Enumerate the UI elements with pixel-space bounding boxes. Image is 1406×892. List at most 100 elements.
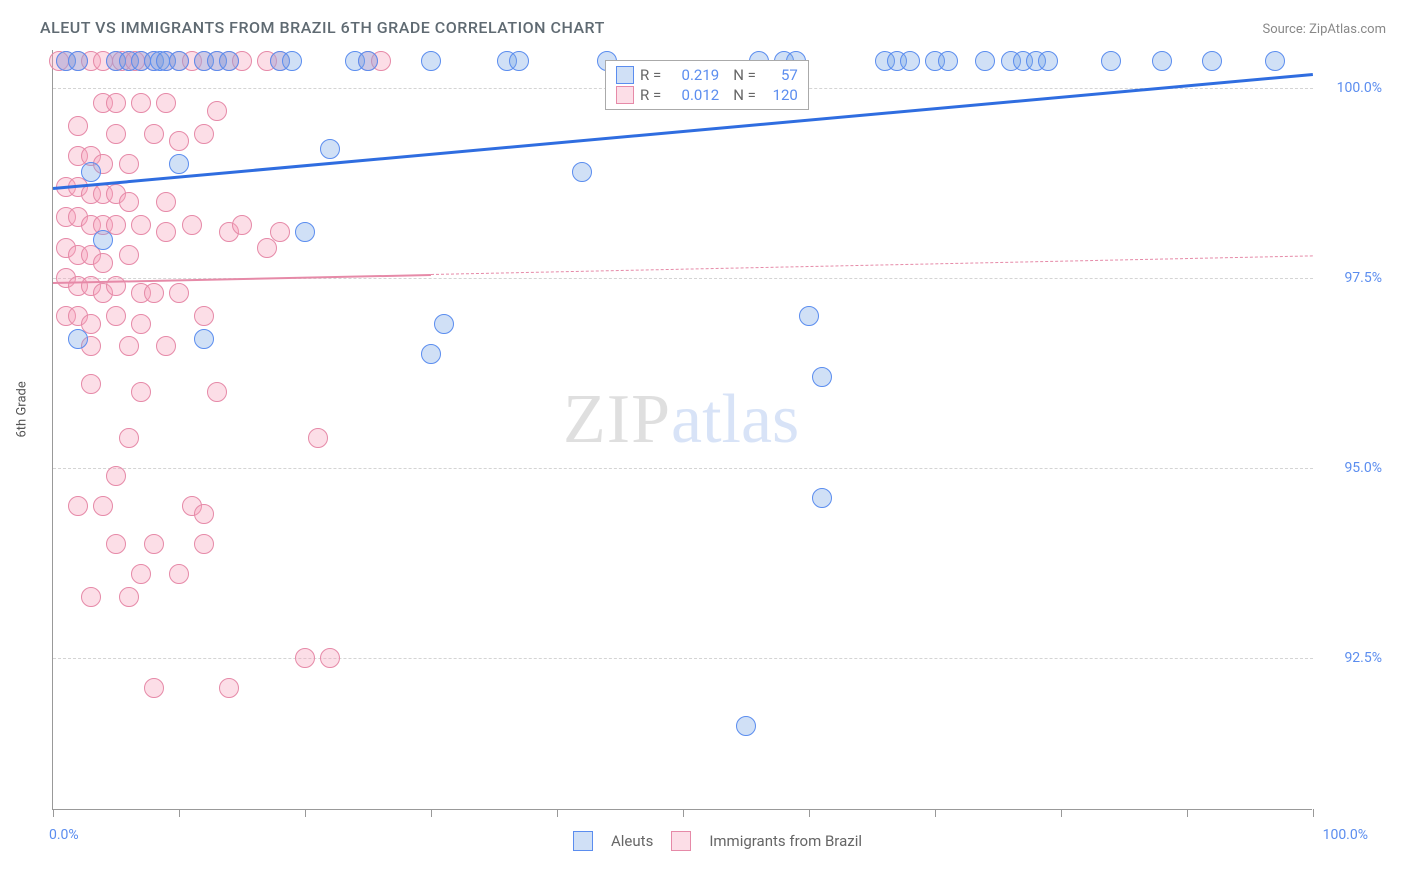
y-tick-label: 92.5% [1322, 650, 1382, 666]
data-point-aleuts [81, 162, 101, 182]
data-point-aleuts [1202, 51, 1222, 71]
legend-r-value-aleuts: 0.219 [667, 66, 719, 84]
series-legend: AleutsImmigrants from Brazil [573, 831, 862, 851]
legend-swatch-brazil [616, 86, 634, 104]
data-point-brazil [68, 116, 88, 136]
data-point-aleuts [736, 716, 756, 736]
trendline-brazil-extrap [431, 255, 1313, 275]
data-point-brazil [232, 215, 252, 235]
x-tick [305, 809, 306, 817]
data-point-brazil [106, 276, 126, 296]
data-point-aleuts [93, 230, 113, 250]
data-point-brazil [81, 587, 101, 607]
legend-r-label: R = [640, 66, 661, 84]
data-point-brazil [207, 101, 227, 121]
data-point-aleuts [282, 51, 302, 71]
data-point-aleuts [169, 154, 189, 174]
data-point-aleuts [799, 306, 819, 326]
data-point-aleuts [572, 162, 592, 182]
data-point-brazil [257, 238, 277, 258]
data-point-brazil [106, 466, 126, 486]
data-point-aleuts [975, 51, 995, 71]
data-point-aleuts [812, 488, 832, 508]
data-point-brazil [106, 306, 126, 326]
data-point-aleuts [194, 329, 214, 349]
plot-box: ZIPatlas 92.5%95.0%97.5%100.0%0.0%100.0%… [52, 50, 1312, 810]
y-tick-label: 95.0% [1322, 460, 1382, 476]
legend-n-label: N = [733, 86, 756, 104]
data-point-brazil [219, 678, 239, 698]
data-point-brazil [156, 336, 176, 356]
data-point-aleuts [421, 344, 441, 364]
data-point-brazil [295, 648, 315, 668]
x-label-right: 100.0% [1323, 827, 1368, 843]
data-point-brazil [194, 306, 214, 326]
x-tick [1061, 809, 1062, 817]
y-tick-label: 100.0% [1322, 80, 1382, 96]
data-point-brazil [169, 564, 189, 584]
data-point-aleuts [219, 51, 239, 71]
data-point-brazil [182, 215, 202, 235]
legend-n-value-brazil: 120 [762, 86, 798, 104]
data-point-aleuts [509, 51, 529, 71]
data-point-brazil [106, 124, 126, 144]
legend-swatch-brazil [671, 831, 691, 851]
data-point-brazil [131, 564, 151, 584]
data-point-aleuts [320, 139, 340, 159]
data-point-brazil [156, 192, 176, 212]
y-axis-title: 6th Grade [15, 381, 30, 437]
data-point-brazil [169, 283, 189, 303]
watermark-atlas: atlas [671, 381, 799, 458]
data-point-brazil [119, 587, 139, 607]
data-point-brazil [81, 374, 101, 394]
data-point-brazil [119, 428, 139, 448]
data-point-aleuts [295, 222, 315, 242]
data-point-brazil [119, 336, 139, 356]
legend-r-label: R = [640, 86, 661, 104]
x-tick [53, 809, 54, 817]
data-point-brazil [320, 648, 340, 668]
data-point-brazil [119, 154, 139, 174]
data-point-brazil [144, 283, 164, 303]
legend-swatch-aleuts [573, 831, 593, 851]
x-label-left: 0.0% [49, 827, 79, 843]
data-point-aleuts [169, 51, 189, 71]
legend-swatch-aleuts [616, 66, 634, 84]
legend-n-label: N = [733, 66, 756, 84]
data-point-aleuts [900, 51, 920, 71]
watermark: ZIPatlas [563, 380, 799, 460]
x-tick [935, 809, 936, 817]
data-point-brazil [93, 253, 113, 273]
data-point-brazil [106, 93, 126, 113]
chart-title: ALEUT VS IMMIGRANTS FROM BRAZIL 6TH GRAD… [40, 18, 605, 37]
data-point-brazil [144, 534, 164, 554]
data-point-brazil [131, 314, 151, 334]
data-point-brazil [194, 534, 214, 554]
data-point-brazil [194, 504, 214, 524]
legend-n-value-aleuts: 57 [762, 66, 798, 84]
data-point-brazil [119, 245, 139, 265]
data-point-brazil [194, 124, 214, 144]
chart-area: 6th Grade ZIPatlas 92.5%95.0%97.5%100.0%… [52, 50, 1352, 830]
data-point-brazil [144, 124, 164, 144]
data-point-brazil [156, 222, 176, 242]
x-tick [557, 809, 558, 817]
legend-r-value-brazil: 0.012 [667, 86, 719, 104]
data-point-aleuts [1152, 51, 1172, 71]
y-tick-label: 97.5% [1322, 270, 1382, 286]
watermark-zip: ZIP [563, 381, 671, 458]
data-point-brazil [131, 93, 151, 113]
data-point-aleuts [421, 51, 441, 71]
data-point-brazil [93, 496, 113, 516]
data-point-brazil [156, 93, 176, 113]
source-link[interactable]: Source: ZipAtlas.com [1262, 22, 1386, 37]
x-tick [431, 809, 432, 817]
data-point-aleuts [812, 367, 832, 387]
data-point-brazil [131, 215, 151, 235]
gridline-h [53, 658, 1313, 659]
data-point-brazil [144, 678, 164, 698]
data-point-aleuts [434, 314, 454, 334]
data-point-aleuts [1101, 51, 1121, 71]
x-tick [809, 809, 810, 817]
data-point-brazil [169, 131, 189, 151]
